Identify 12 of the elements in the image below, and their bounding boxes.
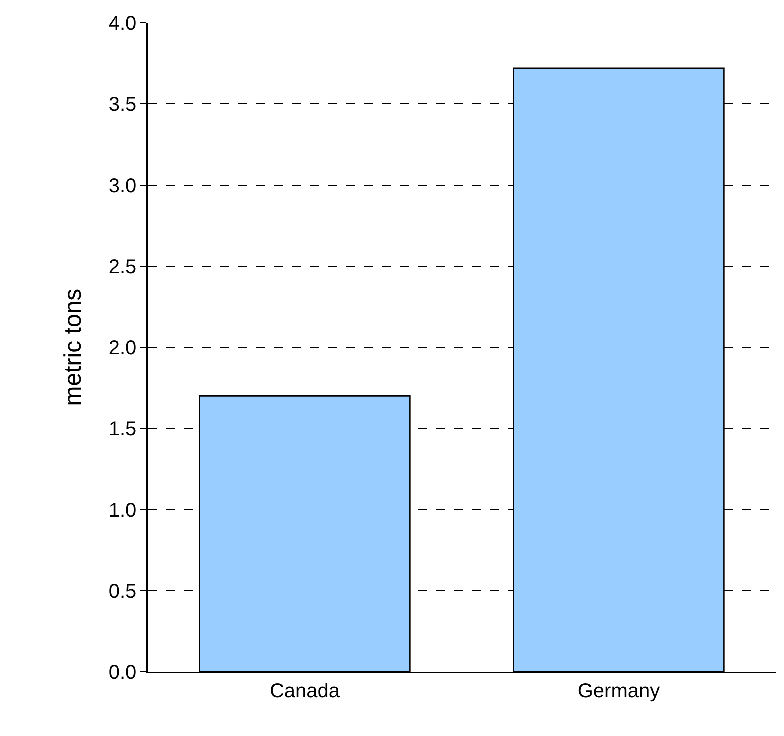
y-tick-label: 0.0 [108,662,137,684]
y-tick-label: 1.5 [108,418,137,441]
y-tick-label: 0.5 [108,580,137,603]
y-tick-label: 2.5 [108,256,137,278]
x-tick-label: Germany [578,680,660,702]
y-tick-label: 1.0 [108,500,137,522]
y-tick-label: 3.0 [108,175,137,198]
x-tick-label: Canada [270,680,341,702]
y-tick-label: 4.0 [108,13,137,35]
y-tick-label: 2.0 [108,338,137,360]
y-tick-label: 3.5 [108,94,137,116]
y-axis-title: metric tons [60,288,88,406]
